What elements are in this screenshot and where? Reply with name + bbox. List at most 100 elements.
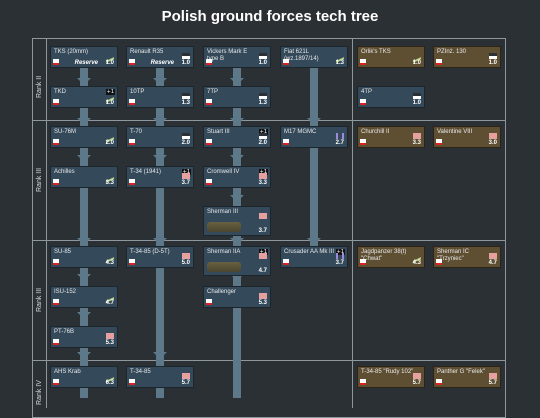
vehicle-name: Panther G "Felek" [437, 369, 485, 375]
vehicle-card-t3485[interactable]: T-34-85 5.7 [126, 366, 194, 388]
vehicle-name: Cromwell IV [207, 169, 240, 175]
vehicle-name: T-34-85 [130, 369, 151, 375]
vehicle-card-pzinz[interactable]: PZInż. 130 1.0 [433, 46, 501, 68]
flag-icon [283, 139, 289, 145]
battle-rating: 3.7 [335, 260, 344, 266]
battle-rating: 5.3 [258, 300, 267, 306]
battle-rating: 1.3 [181, 100, 190, 106]
vehicle-card-r35[interactable]: Renault R35 Reserve 1.0 [126, 46, 194, 68]
vehicle-name: Challenger [207, 289, 237, 295]
vehicle-card-su76m[interactable]: SU-76M 2.0 [50, 126, 118, 148]
flag-icon [53, 139, 59, 145]
vehicle-card-tkd[interactable]: TKD +1 1.0 [50, 86, 118, 108]
heavy-class-icon [259, 293, 267, 299]
vehicle-card-sherman3[interactable]: Sherman III 3.7 [203, 206, 271, 236]
vehicle-card-felek[interactable]: Panther G "Felek" 5.7 [433, 366, 501, 388]
battle-rating: 1.0 [181, 60, 190, 66]
vehicle-card-crusaderaa[interactable]: Crusader AA Mk III +1 3.7 [280, 246, 348, 268]
flag-icon [129, 259, 135, 265]
vehicle-name: SU-76M [54, 129, 77, 135]
battle-rating: 4.3 [412, 260, 421, 266]
vehicle-name: PT-76B [54, 329, 75, 335]
heavy-class-icon [106, 333, 114, 339]
premium-column-divider [352, 38, 353, 408]
heavy-class-icon [413, 373, 421, 379]
vehicle-card-orlik[interactable]: Orlik's TKS 1.0 [357, 46, 425, 68]
battle-rating: 1.0 [105, 60, 114, 66]
vehicle-name: T-34-85 "Rudy 102" [361, 369, 414, 375]
battle-rating: 3.3 [105, 180, 114, 186]
vehicle-card-stuart[interactable]: Stuart III +1 2.0 [203, 126, 271, 148]
flag-icon [360, 59, 366, 65]
heavy-class-icon [489, 373, 497, 379]
rank-divider [32, 360, 506, 361]
battle-rating: 2.0 [105, 140, 114, 146]
vehicle-card-su85[interactable]: SU-85 4.3 [50, 246, 118, 268]
vehicle-card-valentine[interactable]: Valentine VIII 3.0 [433, 126, 501, 148]
vehicle-name: Vickers Mark E type B [207, 49, 248, 62]
vehicle-card-sherman2a[interactable]: Sherman IIA +1 4.7 [203, 246, 271, 276]
vehicle-card-tks[interactable]: TKS (20mm) Reserve 1.0 [50, 46, 118, 68]
spaa-class-icon [336, 133, 344, 139]
arrow-icon [153, 155, 167, 162]
flag-icon [206, 139, 212, 145]
vehicle-card-achilles[interactable]: Achilles 3.3 [50, 166, 118, 188]
vehicle-card-pt76b[interactable]: PT-76B 5.3 [50, 326, 118, 348]
vehicle-card-challenger[interactable]: Challenger 5.3 [203, 286, 271, 308]
vehicle-name: AHS Krab [54, 369, 81, 375]
rank-column-divider [46, 38, 47, 408]
vehicle-card-rudy[interactable]: T-34-85 "Rudy 102" 5.7 [357, 366, 425, 388]
vehicle-card-fiat[interactable]: Fiat 621L (wz.1897/14) 1.3 [280, 46, 348, 68]
battle-rating: 5.0 [181, 260, 190, 266]
tree-connector [80, 68, 88, 398]
heavy-class-icon [489, 133, 497, 139]
vehicle-name: T-70 [130, 129, 143, 135]
battle-rating: 4.7 [105, 300, 114, 306]
battle-rating: 1.0 [105, 100, 114, 106]
battle-rating: 1.3 [335, 60, 344, 66]
arrow-icon [77, 274, 91, 281]
vehicle-name: TKD [54, 89, 66, 95]
vehicle-card-cromwell[interactable]: Cromwell IV +1 3.3 [203, 166, 271, 188]
vehicle-card-10tp[interactable]: 10TP 1.3 [126, 86, 194, 108]
heavy-class-icon [413, 133, 421, 139]
flag-icon [53, 339, 59, 345]
vehicle-name: SU-85 [54, 249, 72, 255]
vehicle-card-7tp[interactable]: 7TP 1.3 [203, 86, 271, 108]
pack-count-badge: +1 [258, 169, 268, 175]
battle-rating: 4.7 [258, 268, 267, 274]
vehicle-card-churchill[interactable]: Churchill II 3.3 [357, 126, 425, 148]
vehicle-card-m17[interactable]: M17 MGMC 2.7 [280, 126, 348, 148]
vehicle-card-t70[interactable]: T-70 2.0 [126, 126, 194, 148]
arrow-icon [77, 78, 91, 85]
flag-icon [360, 259, 366, 265]
battle-rating: 4.7 [488, 260, 497, 266]
flag-icon [53, 299, 59, 305]
battle-rating: 3.3 [258, 180, 267, 186]
vehicle-card-krab[interactable]: AHS Krab 6.3 [50, 366, 118, 388]
flag-icon [53, 99, 59, 105]
battle-rating: 5.3 [105, 340, 114, 346]
vehicle-card-chwat[interactable]: Jagdpanzer 38(t) "Chwat" 4.3 [357, 246, 425, 268]
page-title: Polish ground forces tech tree [161, 8, 379, 25]
vehicle-card-trzyniec[interactable]: Sherman IC "Trzyniec" 4.7 [433, 246, 501, 268]
heavy-class-icon [489, 253, 497, 259]
vehicle-card-isu152[interactable]: ISU-152 4.7 [50, 286, 118, 308]
reserve-label: Reserve [74, 60, 98, 66]
battle-rating: 5.7 [488, 380, 497, 386]
vehicle-name: Sherman III [207, 209, 239, 215]
vehicle-card-vickers[interactable]: Vickers Mark E type B 1.0 [203, 46, 271, 68]
arrow-icon [230, 274, 244, 281]
flag-icon [360, 139, 366, 145]
flag-icon [53, 259, 59, 265]
vehicle-card-t34_1941[interactable]: T-34 (1941) +1 3.7 [126, 166, 194, 188]
arrow-icon [77, 352, 91, 359]
arrow-icon [153, 238, 167, 245]
heavy-class-icon [182, 173, 190, 179]
vehicle-card-4tp[interactable]: 4TP 1.0 [357, 86, 425, 108]
flag-icon [129, 179, 135, 185]
med-class-icon [182, 133, 190, 139]
arrow-icon [77, 118, 91, 125]
vehicle-image [207, 222, 241, 232]
vehicle-card-t3485d5t[interactable]: T-34-85 (D-5T) 5.0 [126, 246, 194, 268]
